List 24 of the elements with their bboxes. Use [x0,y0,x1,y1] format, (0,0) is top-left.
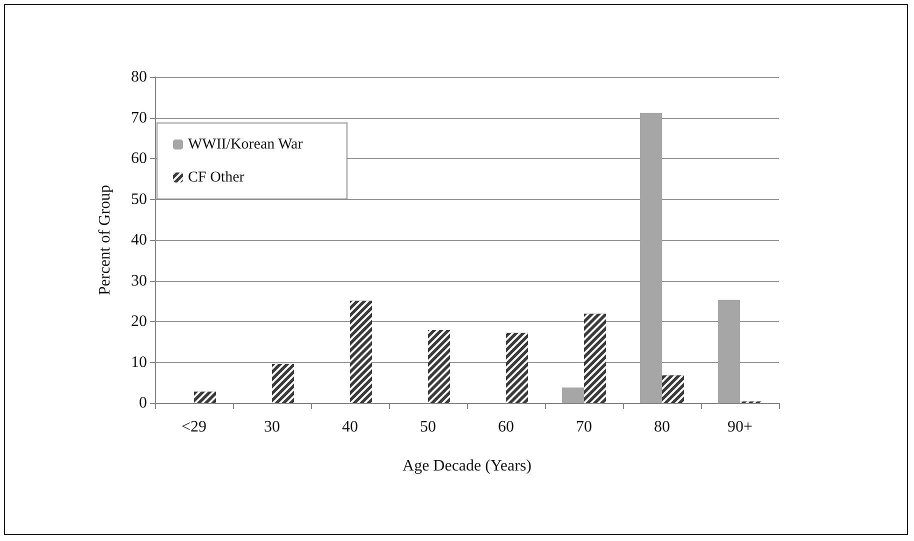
y-tick-label: 40 [131,232,147,248]
x-tick-label: 70 [576,418,592,436]
bar [640,112,662,403]
x-tick-label: 60 [498,418,514,436]
bar [718,300,740,403]
x-tick-label: 30 [264,418,280,436]
x-tick-label: 90+ [727,418,753,436]
legend-label: CF Other [188,170,244,186]
y-tick-label: 0 [139,394,147,412]
y-axis-title: Percent of Group [96,184,114,296]
y-tick-label: 80 [131,68,147,86]
y-tick-label: 30 [131,272,147,290]
bar [562,388,584,403]
y-tick-label: 20 [131,313,147,330]
x-tick-label: 40 [342,418,358,436]
x-axis-title: Age Decade (Years) [402,458,532,474]
y-tick-label: 70 [131,109,147,126]
x-tick-label: 50 [420,418,436,436]
legend-label: WWII/Korean War [188,136,303,152]
x-tick-label: 80 [654,418,670,436]
y-tick-label: 10 [131,354,147,371]
y-tick-label: 60 [131,150,147,167]
y-tick-label: 50 [131,190,147,208]
x-tick-label: <29 [181,418,207,436]
